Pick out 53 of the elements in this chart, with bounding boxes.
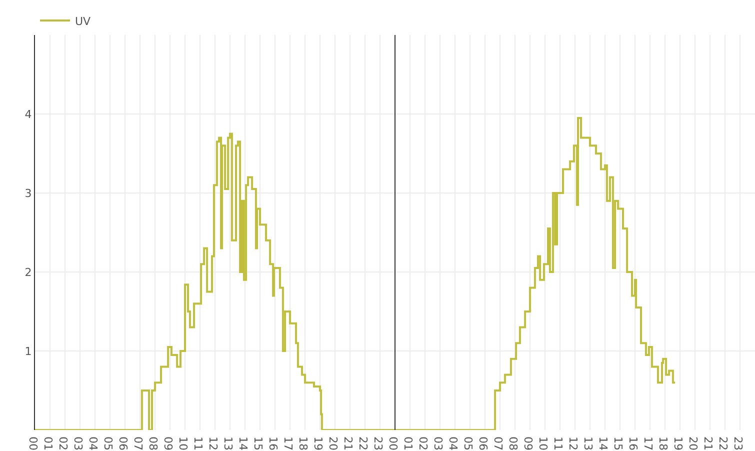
x-tick-label: 03 bbox=[432, 436, 444, 450]
x-tick-label: 02 bbox=[56, 436, 70, 450]
x-tick-label: 14 bbox=[596, 436, 610, 450]
legend-label: UV bbox=[75, 14, 92, 28]
x-tick-label: 17 bbox=[282, 436, 294, 450]
x-tick-label: 02 bbox=[416, 436, 430, 450]
x-tick-label: 21 bbox=[702, 436, 714, 450]
x-tick-label: 09 bbox=[162, 436, 174, 450]
x-tick-label: 16 bbox=[266, 436, 280, 450]
x-tick-label: 21 bbox=[342, 436, 354, 450]
x-tick-label: 03 bbox=[72, 436, 84, 450]
x-tick-label: 12 bbox=[566, 436, 580, 450]
x-tick-label: 23 bbox=[372, 436, 384, 450]
x-tick-label: 06 bbox=[116, 436, 130, 450]
x-tick-label: 13 bbox=[222, 436, 234, 450]
y-tick-label: 3 bbox=[24, 186, 32, 200]
x-tick-label: 01 bbox=[402, 436, 414, 450]
x-tick-label: 06 bbox=[476, 436, 490, 450]
x-tick-label: 08 bbox=[146, 436, 160, 450]
x-tick-label: 07 bbox=[492, 436, 504, 450]
x-tick-label: 15 bbox=[612, 436, 624, 450]
y-tick-label: 4 bbox=[24, 108, 32, 121]
x-tick-label: 22 bbox=[356, 436, 370, 450]
x-tick-label: 05 bbox=[102, 436, 114, 450]
x-tick-label: 00 bbox=[26, 436, 40, 450]
x-tick-label: 15 bbox=[252, 436, 264, 450]
x-tick-label: 05 bbox=[462, 436, 474, 450]
y-tick-label: 2 bbox=[24, 266, 32, 279]
x-tick-label: 09 bbox=[522, 436, 534, 450]
x-tick-label: 10 bbox=[176, 436, 190, 450]
x-tick-label: 01 bbox=[42, 436, 54, 450]
x-tick-label: 12 bbox=[206, 436, 220, 450]
x-tick-label: 10 bbox=[536, 436, 550, 450]
x-tick-label: 08 bbox=[506, 436, 520, 450]
x-tick-label: 19 bbox=[672, 436, 684, 450]
x-tick-label: 14 bbox=[236, 436, 250, 450]
x-tick-label: 07 bbox=[132, 436, 144, 450]
x-tick-label: 11 bbox=[552, 436, 564, 450]
x-tick-label: 04 bbox=[86, 436, 100, 450]
x-tick-label: 20 bbox=[326, 436, 340, 450]
x-tick-label: 20 bbox=[686, 436, 700, 450]
x-tick-label: 00 bbox=[386, 436, 400, 450]
x-tick-label: 16 bbox=[626, 436, 640, 450]
x-tick-label: 19 bbox=[312, 436, 324, 450]
x-tick-label: 11 bbox=[192, 436, 204, 450]
y-tick-label: 1 bbox=[24, 344, 32, 358]
x-tick-label: 18 bbox=[296, 436, 310, 450]
x-tick-label: 13 bbox=[582, 436, 594, 450]
x-tick-label: 17 bbox=[642, 436, 654, 450]
x-tick-label: 04 bbox=[446, 436, 460, 450]
x-tick-label: 22 bbox=[716, 436, 730, 450]
x-tick-label: 18 bbox=[656, 436, 670, 450]
x-tick-label: 23 bbox=[732, 436, 744, 450]
